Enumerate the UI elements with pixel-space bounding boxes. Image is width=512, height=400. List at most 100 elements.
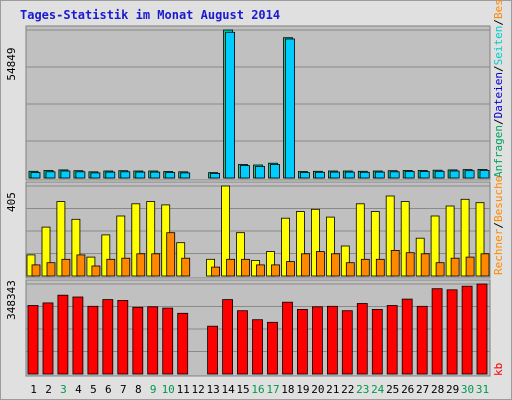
bar-besuche-day-11 [181,257,191,277]
bar-besuche-day-1 [31,264,41,277]
x-tick-label: 4 [75,383,82,396]
bar-rechner-day-24 [370,211,380,277]
bar-rechner-day-26 [400,201,410,277]
bar-kb-day-11 [177,312,189,375]
bar-kb-day-26 [401,298,413,375]
bar-rechner-day-23 [355,203,365,277]
bar-kb-day-20 [311,306,323,375]
bar-kb-day-28 [431,288,443,375]
bar-dateien-day-11 [180,172,191,179]
bar-dateien-day-20 [314,171,325,179]
bar-besuche-day-29 [450,257,460,277]
bar-dateien-day-31 [479,169,490,179]
x-tick-label: 29 [446,383,459,396]
x-tick-label: 5 [90,383,97,396]
bar-besuche-day-14 [226,258,236,277]
bar-dateien-day-24 [374,171,385,179]
bar-besuche-day-21 [330,253,340,277]
bar-dateien-day-14 [225,31,236,179]
bar-rechner-day-7 [116,215,126,277]
bar-dateien-day-27 [419,171,430,179]
bar-kb-day-22 [341,310,353,375]
bar-besuche-day-6 [106,258,116,277]
legend-bottom: kb [492,363,505,376]
x-tick-label: 27 [416,383,429,396]
bar-besuche-day-5 [91,265,101,277]
bar-besuche-day-24 [375,258,385,277]
bar-kb-day-9 [147,306,159,375]
bar-kb-day-17 [267,321,278,375]
x-tick-label: 17 [266,383,279,396]
x-tick-label: 13 [206,383,219,396]
x-tick-label: 26 [401,383,414,396]
bar-kb-day-1 [27,305,39,375]
bar-dateien-day-7 [120,171,131,179]
x-tick-label: 19 [296,383,309,396]
bar-besuche-day-27 [420,253,430,277]
x-tick-label: 16 [251,383,264,396]
bar-kb-day-30 [461,285,473,375]
bar-besuche-day-30 [465,256,475,277]
bar-dateien-day-1 [30,172,41,179]
bar-kb-day-14 [222,299,234,375]
bar-rechner-day-2 [41,226,51,277]
x-axis-labels: 1 2 3 4 5 6 7 8 9 10 11 12 13 14 15 16 17 18 19 20 21 22 23 24 2… [30,383,489,396]
bar-dateien-day-5 [90,172,101,179]
bar-dateien-day-8 [135,171,146,179]
bar-dateien-day-17 [270,164,280,179]
bar-dateien-day-16 [255,165,265,179]
x-tick-label: 6 [105,383,112,396]
chart-title: Tages-Statistik im Monat August 2014 [20,8,280,22]
x-tick-label: 18 [281,383,294,396]
legend-middle-part: Rechner [492,228,505,275]
legend-top-part: / [492,65,505,72]
bar-besuche-day-3 [61,258,71,277]
panel-bottom: 348343 [5,279,491,377]
panel-middle: 405 [5,181,491,279]
x-tick-label: 7 [120,383,127,396]
legend-middle-part: Besuche [492,176,505,222]
bar-kb-day-23 [356,303,368,375]
x-tick-label: 15 [236,383,249,396]
bar-kb-day-24 [371,308,383,375]
bar-kb-day-18 [282,301,293,375]
bar-kb-day-16 [252,319,263,375]
bar-dateien-day-18 [285,38,295,179]
bar-kb-day-27 [416,305,428,375]
bar-besuche-day-18 [286,261,295,277]
bar-dateien-day-3 [60,170,71,179]
bar-dateien-day-10 [165,172,176,179]
bar-kb-day-19 [296,308,308,375]
bar-kb-day-15 [237,310,248,375]
bar-kb-day-3 [57,294,69,375]
y-max-label: 54849 [5,47,18,80]
bar-besuche-day-19 [300,253,310,277]
bar-besuche-day-28 [435,262,445,277]
y-max-label: 348343 [5,280,18,320]
side-legend: Anfragen/Dateien/Seiten/Besuche Rechner / B… [492,0,505,376]
y-max-label: 405 [5,192,18,212]
x-tick-label: 23 [356,383,369,396]
bar-dateien-day-28 [434,170,445,179]
legend-top: Anfragen/Dateien/Seiten/Besuche [492,0,505,178]
chart-panels: 54849 405 348343 [5,25,491,377]
bar-besuche-day-17 [271,264,280,277]
bar-besuche-day-23 [360,258,370,277]
bar-rechner-day-6 [101,234,111,277]
x-tick-label: 24 [371,383,385,396]
panel-background [25,25,491,181]
bar-rechner-day-21 [325,216,335,277]
bar-rechner-day-4 [71,218,81,277]
panel-top: 54849 [5,25,491,181]
x-tick-label: 9 [150,383,157,396]
bar-besuche-day-26 [405,252,415,277]
bar-dateien-day-23 [359,171,370,179]
bar-besuche-day-2 [46,262,56,277]
x-tick-label: 1 [30,383,37,396]
bar-rechner-day-28 [430,215,440,277]
bar-dateien-day-25 [389,171,400,179]
x-tick-label: 10 [162,383,175,396]
bar-dateien-day-13 [210,172,221,179]
bar-besuche-day-8 [136,253,146,277]
bar-dateien-day-15 [240,165,250,179]
